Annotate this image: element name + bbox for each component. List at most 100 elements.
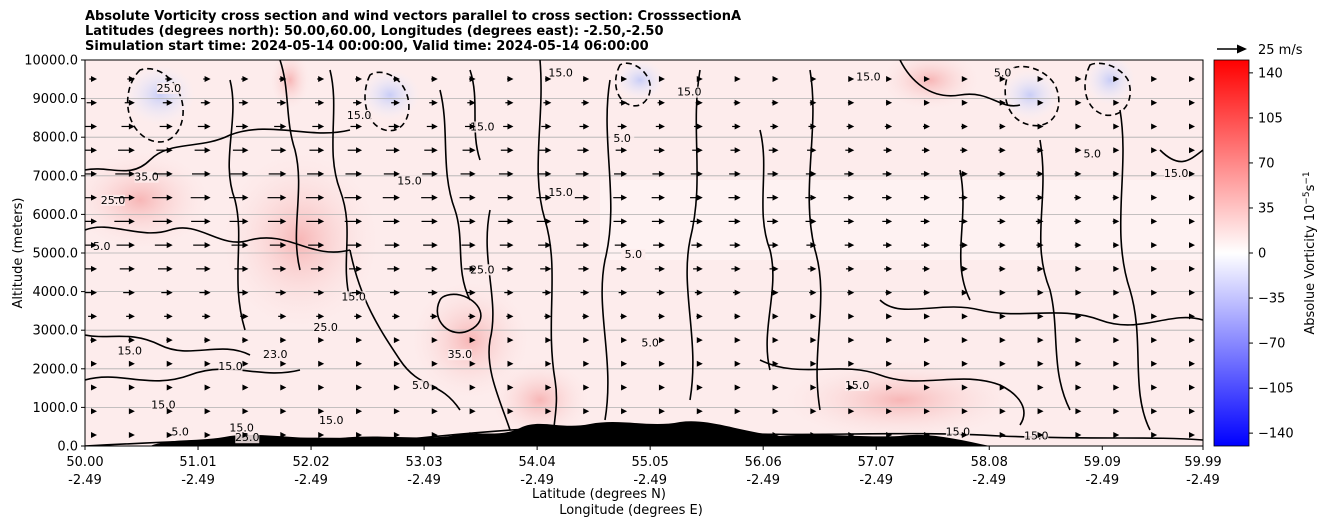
wind-vector-head: [961, 384, 968, 391]
wind-vector-head: [1113, 289, 1120, 296]
wind-vector-head: [128, 76, 135, 82]
wind-vector-head: [356, 432, 363, 438]
wind-vector-head: [356, 360, 363, 367]
wind-vector-head: [545, 265, 552, 272]
wind-vector-head: [1189, 408, 1195, 415]
x-tick-label-latitude: 52.02: [292, 455, 329, 470]
wind-vector-head: [318, 313, 325, 320]
wind-vector-head: [469, 76, 476, 82]
wind-vector-head: [166, 242, 173, 249]
wind-vector-head: [583, 194, 590, 201]
contour-label: 15.0: [151, 398, 176, 411]
wind-vector-head: [772, 408, 779, 415]
wind-vector-head: [91, 313, 97, 320]
y-tick-label: 6000.0: [33, 208, 79, 223]
wind-vector-head: [810, 76, 817, 82]
wind-vector-head: [166, 289, 173, 296]
colorbar-tick-label: −140: [1258, 427, 1294, 442]
wind-vector-head: [810, 242, 817, 249]
x-tick-label-longitude: -2.49: [633, 473, 667, 488]
chart-title-line-1: Absolute Vorticity cross section and win…: [85, 9, 742, 24]
contour-label-bg: [470, 264, 495, 276]
wind-vector-head: [280, 408, 287, 415]
wind-vector-head: [772, 313, 779, 320]
wind-vector-head: [242, 218, 249, 225]
wind-vector-head: [469, 384, 476, 391]
wind-vector-head: [583, 408, 590, 415]
wind-vector-head: [658, 313, 665, 320]
wind-vector-head: [469, 408, 476, 415]
wind-vector-head: [621, 123, 628, 130]
wind-vector-head: [1113, 194, 1120, 201]
contour-label-bg: [89, 241, 114, 253]
wind-vector-head: [999, 147, 1006, 154]
wind-vector-head: [886, 218, 893, 225]
wind-vector-head: [280, 337, 287, 344]
wind-vector-head: [128, 170, 135, 177]
wind-vector-head: [280, 265, 287, 272]
contour-label-bg: [470, 121, 495, 133]
wind-vector-head: [128, 218, 135, 225]
wind-vector-head: [393, 218, 400, 225]
wind-vector-head: [469, 265, 476, 272]
wind-vector-head: [583, 289, 590, 296]
wind-vector-head: [280, 194, 287, 201]
wind-vector-head: [128, 432, 135, 438]
wind-vector-head: [393, 99, 400, 106]
wind-vector-head: [810, 170, 817, 177]
y-tick-label: 3000.0: [33, 324, 79, 339]
wind-vector-head: [166, 265, 173, 272]
wind-vector-head: [469, 289, 476, 296]
wind-vector-head: [1189, 218, 1195, 225]
y-tick-label: 2000.0: [33, 362, 79, 377]
wind-vector-head: [961, 265, 968, 272]
y-tick-label: 7000.0: [33, 169, 79, 184]
contour-label-bg: [1024, 430, 1049, 442]
wind-vector-head: [204, 408, 211, 415]
wind-vector-head: [658, 360, 665, 367]
contour-label: 5.0: [994, 66, 1012, 79]
wind-vector-head: [1075, 313, 1082, 320]
wind-vector-head: [886, 337, 893, 344]
contour-label-bg: [151, 399, 176, 411]
wind-vector-head: [1075, 218, 1082, 225]
wind-vector-head: [204, 218, 211, 225]
wind-vector-head: [583, 313, 590, 320]
wind-vector-head: [1189, 99, 1195, 106]
contour-label: 5.0: [613, 132, 631, 145]
wind-vector-head: [128, 242, 135, 249]
wind-vector-head: [734, 242, 741, 249]
wind-vector-head: [393, 337, 400, 344]
wind-vector-head: [1151, 337, 1158, 344]
wind-vector-head: [1037, 337, 1044, 344]
wind-vector-head: [356, 170, 363, 177]
contour-labels: 25.035.05.025.015.015.05.0 15.025.015.023…: [89, 66, 1188, 444]
wind-vector-head: [204, 337, 211, 344]
wind-vector-head: [1151, 408, 1158, 415]
wind-vector-head: [91, 337, 97, 344]
contour-label-bg: [341, 291, 366, 303]
wind-vector-head: [999, 123, 1006, 130]
wind-vector-head: [848, 99, 855, 106]
wind-vector-head: [469, 313, 476, 320]
wind-vector-head: [583, 170, 590, 177]
wind-vector-head: [583, 99, 590, 106]
wind-vector-head: [91, 360, 97, 367]
contour-label: 25.0: [470, 263, 495, 276]
wind-vector-head: [810, 218, 817, 225]
wind-vector-head: [1037, 99, 1044, 106]
contour-label: 15.0: [470, 120, 495, 133]
wind-vector-head: [1037, 289, 1044, 296]
y-tick-label: 1000.0: [33, 401, 79, 416]
wind-vector-head: [318, 123, 325, 130]
wind-vector-head: [507, 337, 514, 344]
y-tick-label: 8000.0: [33, 131, 79, 146]
wind-vector-head: [658, 408, 665, 415]
wind-vector-head: [469, 170, 476, 177]
wind-vector-head: [166, 76, 173, 82]
wind-vector-head: [696, 123, 703, 130]
wind-vector-head: [242, 147, 249, 154]
x-tick-label-longitude: -2.49: [746, 473, 780, 488]
wind-vector-head: [621, 384, 628, 391]
colorbar-label: Absolue Vorticity 10−5s−1: [1302, 171, 1318, 334]
